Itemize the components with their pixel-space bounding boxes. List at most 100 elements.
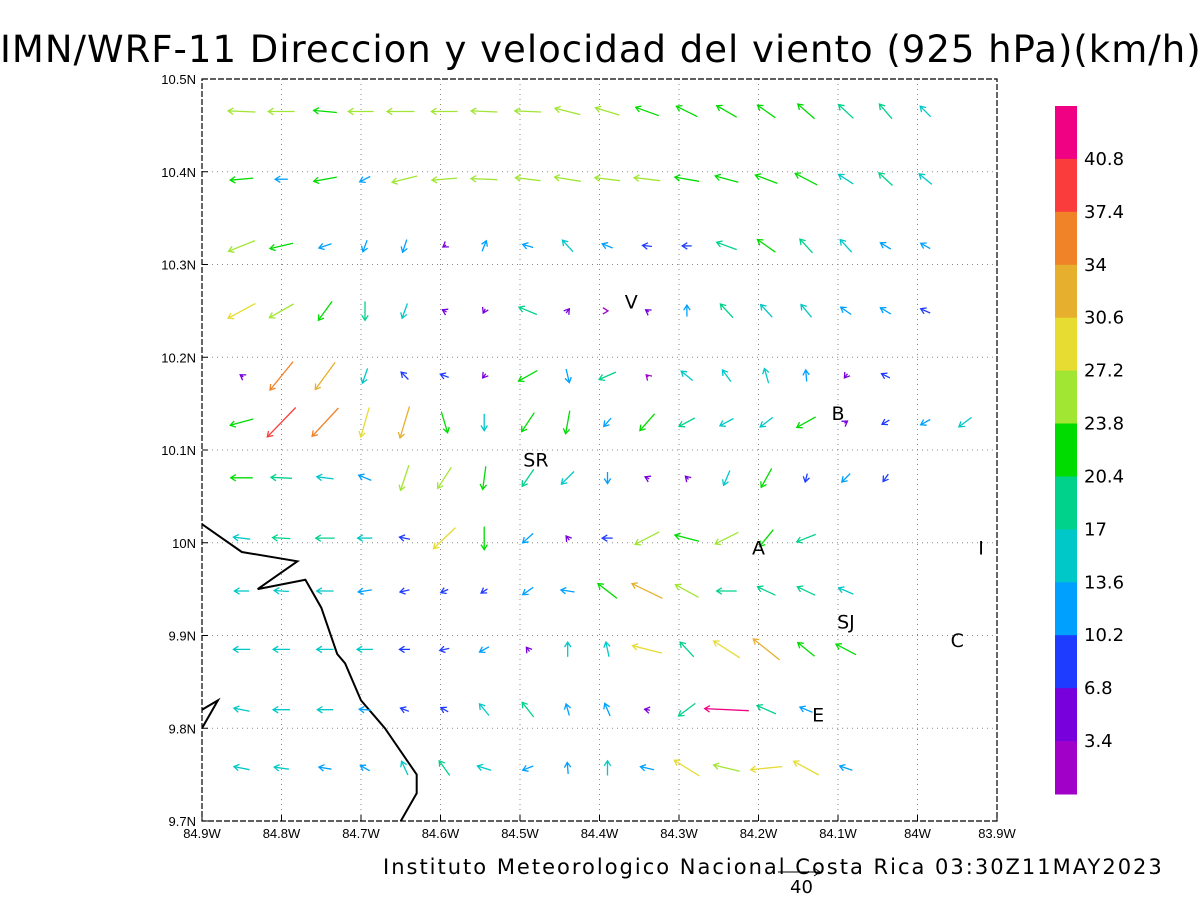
wind-arrow [703,705,749,713]
colorbar-label: 10.2 [1084,625,1124,646]
wind-arrow [355,645,373,654]
wind-arrow [749,765,783,773]
wind-arrow [521,701,535,718]
wind-arrow [521,412,535,433]
wind-arrow [229,418,254,428]
colorbar-label: 6.8 [1084,678,1113,699]
colorbar-swatch [1055,106,1077,160]
x-tick-label: 84.3W [660,826,698,841]
wind-arrow [360,239,368,253]
wind-arrow [273,764,289,772]
wind-arrow [759,416,774,428]
wind-arrow [632,174,661,182]
wind-arrow [645,373,653,381]
wind-arrow [673,532,700,542]
wind-arrow [838,763,853,772]
wind-arrow [839,306,852,316]
wind-arrow [878,103,893,120]
wind-arrow [837,173,854,185]
wind-arrow [521,765,534,772]
wind-arrow [358,407,370,439]
wind-arrow [752,638,781,661]
wind-arrow [673,759,700,777]
colorbar-swatch [1055,423,1077,477]
wind-arrow [315,587,334,595]
wind-arrow [316,705,334,714]
wind-arrow [361,301,369,322]
wind-arrow [837,103,854,119]
x-tick-label: 83.9W [978,826,1016,841]
wind-arrow [398,587,410,595]
wind-arrow [267,107,295,116]
wind-arrow [268,242,294,252]
wind-arrow [479,466,488,491]
colorbar-swatch [1055,582,1077,636]
wind-vectors [226,103,972,777]
wind-arrow [357,587,372,595]
wind-arrow [481,239,489,252]
x-tick-label: 84.5W [501,826,539,841]
wind-arrow [634,105,660,117]
wind-arrow [715,240,737,251]
wind-arrow [390,175,418,185]
wind-arrow [674,583,699,598]
wind-arrow [563,702,572,716]
wind-arrow [517,370,538,383]
wind-arrow [271,705,290,714]
wind-arrow [639,763,655,772]
wind-arrow [317,764,332,772]
x-tick-label: 84.1W [819,826,857,841]
wind-arrow [760,468,773,489]
wind-arrow [600,534,613,542]
coastline-path [202,697,221,729]
wind-arrow [841,420,849,427]
wind-arrow [630,582,663,599]
wind-arrow [792,760,820,776]
wind-arrow [677,702,696,717]
wind-arrow [439,372,449,380]
x-tick-label: 84.4W [581,826,619,841]
wind-arrow [398,645,410,654]
wind-arrow [269,473,293,482]
wind-arrow [603,759,612,776]
wind-arrow [594,105,620,116]
wind-arrow [879,241,892,250]
colorbar-label: 30.6 [1084,308,1124,329]
wind-arrow [399,706,410,714]
wind-arrow [315,645,334,654]
wind-arrow [360,368,369,385]
y-tick-label: 9.9N [169,629,196,644]
wind-arrow [563,307,571,315]
wind-arrow [639,413,656,432]
wind-arrow [839,238,853,253]
wind-arrow [603,702,611,717]
wind-arrow [882,473,889,483]
colorbar-label: 37.4 [1084,202,1124,223]
y-axis-ticks: 10.5N 10.4N 10.3N 10.2N 10.1N 10N 9.9N 9.8N 9.7N [161,72,208,829]
coastline-path [202,523,418,821]
wind-arrow [314,534,335,542]
place-label: C [951,630,964,652]
wind-arrow [481,371,489,379]
wind-arrow [715,104,738,118]
wind-arrow [719,303,734,319]
place-label: V [625,292,638,314]
colorbar-label: 20.4 [1084,467,1124,488]
wind-arrow [239,374,247,381]
wind-arrow [385,107,415,116]
wind-arrow [561,239,574,253]
wind-arrow [795,416,817,429]
wind-arrow [357,473,372,482]
wind-arrow [602,307,610,315]
colorbar-swatch [1055,529,1077,583]
place-label: A [752,537,765,559]
colorbar-swatch [1055,476,1077,530]
wind-arrow [878,172,893,186]
wind-arrow [678,417,696,428]
wind-arrow [430,107,458,116]
colorbar-swatch [1055,317,1077,372]
x-tick-label: 84W [904,826,931,841]
wind-arrow [643,706,651,714]
wind-arrow [430,176,458,184]
wind-arrow [227,302,256,320]
